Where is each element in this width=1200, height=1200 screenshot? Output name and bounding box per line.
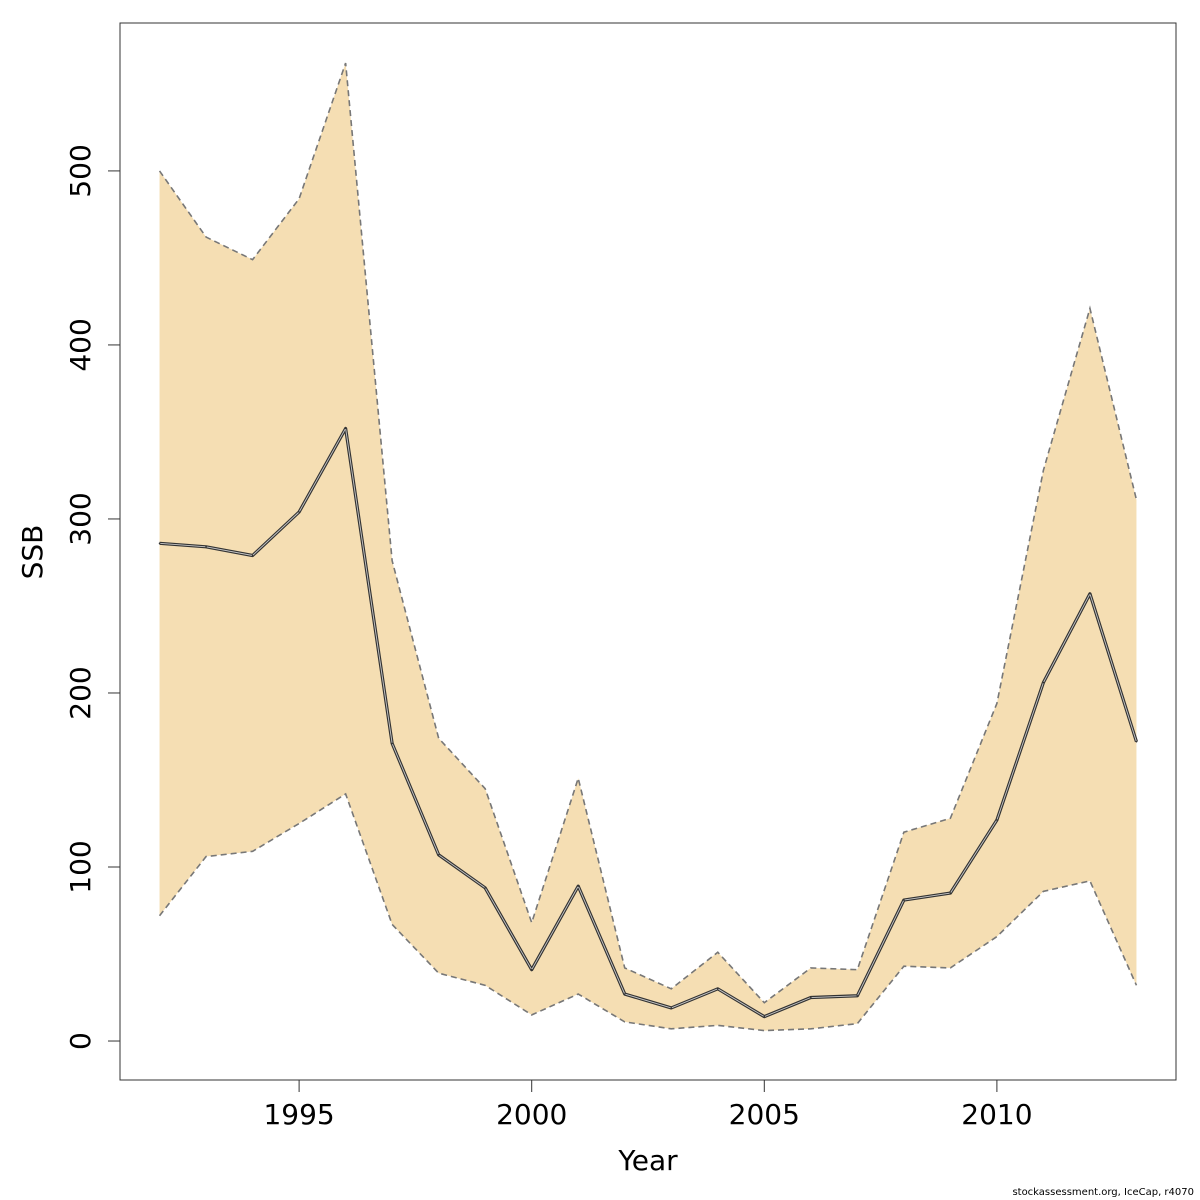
x-axis-label: Year	[617, 1144, 678, 1177]
data-point	[1042, 681, 1045, 684]
data-point	[205, 546, 207, 548]
source-footer: stockassessment.org, IceCap, r4070	[1012, 1187, 1194, 1198]
data-point	[484, 887, 486, 889]
x-tick-label: 2010	[961, 1098, 1032, 1131]
lower-bound-line	[158, 792, 1138, 1032]
data-point	[810, 996, 812, 999]
y-tick-label: 200	[64, 666, 97, 719]
x-tick-label: 2000	[496, 1098, 567, 1131]
data-point	[670, 1007, 673, 1009]
y-tick-label: 400	[64, 318, 97, 371]
data-point	[298, 511, 300, 513]
data-point	[1089, 592, 1091, 595]
data-point	[623, 993, 626, 995]
data-point	[1135, 740, 1138, 743]
data-point	[577, 885, 580, 887]
confidence-band	[159, 63, 1137, 1031]
data-point	[903, 899, 905, 901]
y-tick-label: 100	[64, 840, 97, 893]
data-point	[949, 892, 952, 894]
data-point	[437, 854, 440, 856]
plot-frame	[119, 22, 1177, 1081]
data-point	[391, 742, 393, 745]
data-point	[856, 994, 859, 997]
y-axis-label: SSB	[16, 525, 49, 580]
x-tick-label: 2005	[729, 1098, 800, 1131]
ssb-estimate-line-highlight	[159, 428, 1137, 1018]
data-point	[716, 988, 719, 990]
upper-bound-line	[158, 62, 1138, 1004]
data-point	[996, 819, 998, 821]
y-tick-label: 500	[64, 144, 97, 197]
data-point	[251, 554, 254, 557]
y-tick-label: 0	[64, 1032, 97, 1050]
y-tick-label: 300	[64, 492, 97, 545]
x-tick-label: 1995	[263, 1098, 334, 1131]
data-point	[344, 427, 347, 430]
axes: 1995 2000 2005 2010 0 100 200 300 400 500	[64, 22, 1177, 1131]
data-point	[530, 968, 533, 971]
data-point	[158, 542, 161, 545]
data-point	[763, 1015, 766, 1018]
plot-area	[158, 62, 1138, 1032]
